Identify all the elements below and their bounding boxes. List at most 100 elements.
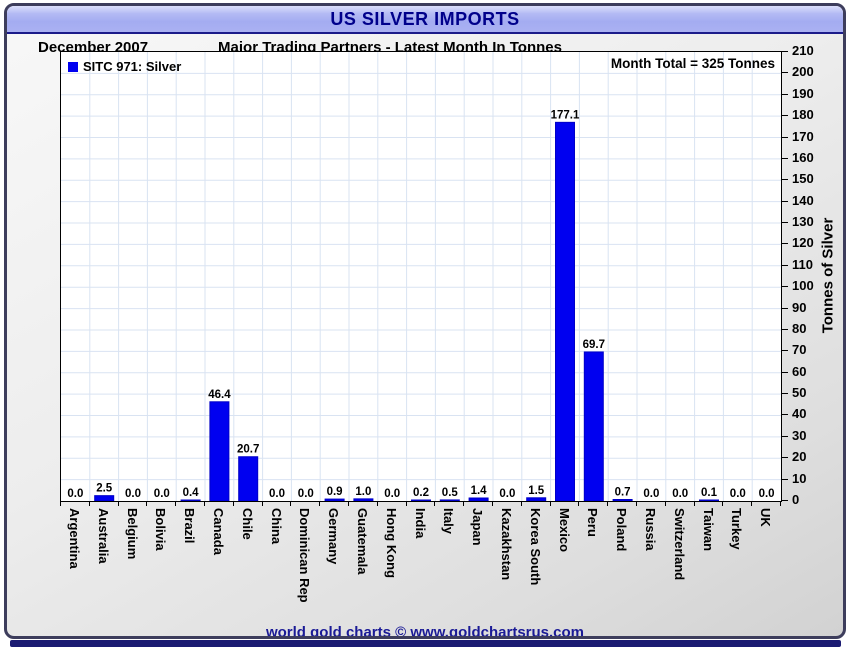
x-tick-label: Japan [470, 508, 486, 546]
x-axis-tick [751, 501, 753, 506]
bar-chart-canvas: 0.0 2.5 0.0 0.0 0.4 46.4 20.7 0.0 0.0 0.9 1.0 0.0 0.… [61, 52, 781, 501]
x-axis-tick [693, 501, 695, 506]
y-axis-tick [781, 328, 788, 330]
bar-value-label: 0.0 [499, 488, 515, 500]
x-axis-tick [607, 501, 609, 506]
y-axis-tick [781, 286, 788, 288]
x-axis-tick [117, 501, 119, 506]
y-axis-tick [781, 243, 788, 245]
y-tick-label: 140 [792, 192, 814, 208]
x-tick-label: Bolivia [153, 508, 169, 551]
y-axis-tick [781, 435, 788, 437]
x-axis-tick [261, 501, 263, 506]
y-axis-title: Tonnes of Silver [819, 217, 837, 334]
bar-value-label: 0.0 [298, 488, 314, 500]
x-axis-tick [780, 501, 781, 506]
y-tick-label: 150 [792, 171, 814, 187]
y-axis-tick [781, 371, 788, 373]
y-axis-tick [781, 157, 788, 159]
x-tick-label: Canada [210, 508, 226, 555]
bar-value-label: 0.0 [759, 488, 775, 500]
x-tick-label: Italy [441, 508, 457, 535]
y-tick-label: 210 [792, 43, 814, 58]
y-axis-tick [781, 350, 788, 352]
y-axis-tick [781, 307, 788, 309]
x-axis-tick [722, 501, 724, 506]
y-axis-tick [781, 500, 788, 501]
x-axis-tick [636, 501, 637, 506]
bar-value-label: 0.0 [125, 488, 141, 500]
x-axis-tick [492, 501, 493, 506]
y-axis-tick [781, 222, 788, 224]
x-tick-label: Chile [239, 508, 255, 540]
bar [238, 456, 259, 501]
bar [612, 499, 633, 501]
bar-value-label: 2.5 [96, 483, 113, 495]
y-tick-label: 170 [792, 128, 814, 144]
bar-value-label: 0.1 [701, 487, 718, 499]
x-axis-tick [405, 501, 407, 506]
y-axis-tick [781, 136, 788, 138]
bar [699, 499, 719, 501]
y-axis-tick [781, 393, 788, 395]
plot-area: 0.0 2.5 0.0 0.0 0.4 46.4 20.7 0.0 0.0 0.9 1.0 0.0 0.… [60, 51, 782, 502]
bar [439, 499, 460, 501]
x-tick-label: Australia [95, 508, 111, 564]
x-axis-tick [463, 501, 465, 506]
x-axis-tick [319, 501, 321, 506]
bar-value-label: 0.0 [269, 488, 285, 500]
x-axis-tick [232, 501, 234, 506]
y-axis-tick [781, 115, 788, 117]
y-axis-tick [781, 264, 788, 266]
bar-value-label: 1.5 [528, 485, 545, 497]
y-tick-label: 160 [792, 149, 814, 165]
bar [583, 351, 604, 501]
x-axis-tick [549, 501, 551, 506]
bar-value-label: 0.5 [442, 487, 459, 499]
x-tick-label: Brazil [182, 508, 198, 544]
bar-value-label: 0.0 [67, 488, 83, 500]
bottom-bar [10, 640, 841, 647]
x-tick-label: Kazakhstan [498, 508, 514, 581]
y-tick-label: 40 [792, 406, 807, 422]
bar-value-label: 1.4 [471, 485, 488, 497]
y-tick-label: 70 [792, 342, 807, 358]
x-axis-tick [60, 501, 61, 506]
y-tick-label: 180 [792, 107, 814, 123]
y-tick-label: 60 [792, 363, 807, 379]
x-tick-label: Taiwan [700, 508, 716, 552]
bar-value-label: 177.1 [551, 109, 580, 121]
x-axis-tick [146, 501, 148, 506]
y-tick-label: 10 [792, 470, 807, 486]
bar [555, 121, 575, 501]
bar [411, 499, 431, 501]
bar [353, 498, 374, 501]
x-tick-label: Peru [585, 508, 601, 537]
bar-value-label: 0.0 [730, 488, 746, 500]
bar-value-label: 20.7 [237, 444, 259, 456]
y-tick-label: 200 [792, 64, 814, 80]
x-tick-label: Guatemala [354, 508, 370, 575]
y-tick-label: 50 [792, 385, 807, 401]
x-tick-label: Dominican Rep [297, 508, 313, 603]
x-axis-tick [520, 501, 522, 506]
bar [468, 497, 489, 501]
page-title: US SILVER IMPORTS [330, 8, 520, 29]
y-tick-label: 120 [792, 235, 814, 251]
y-tick-label: 110 [792, 256, 813, 272]
y-tick-label: 80 [792, 320, 807, 336]
x-tick-label: China [268, 508, 284, 545]
month-total-annotation: Month Total = 325 Tonnes [610, 56, 775, 71]
y-axis-tick [781, 414, 788, 416]
bar-value-label: 0.2 [413, 487, 429, 499]
y-axis-tick [781, 200, 788, 202]
x-tick-label: Poland [614, 508, 630, 552]
y-axis-tick [781, 179, 788, 181]
x-tick-label: Argentina [66, 508, 82, 569]
x-tick-label: Turkey [729, 508, 745, 550]
credit-line: world gold charts © www.goldchartsrus.co… [265, 624, 585, 639]
x-tick-label: Belgium [124, 508, 140, 560]
bar [180, 499, 201, 501]
bar-value-label: 0.9 [327, 486, 343, 498]
x-axis-tick [290, 501, 292, 506]
